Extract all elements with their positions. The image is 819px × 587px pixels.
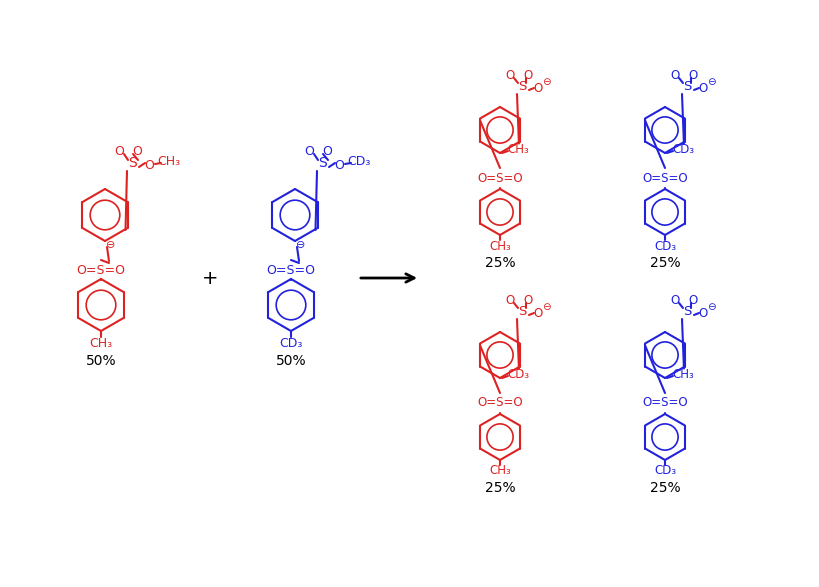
Text: O: O: [670, 294, 679, 306]
Text: O: O: [114, 144, 124, 157]
Text: O=S=O: O=S=O: [477, 396, 523, 410]
Text: O: O: [304, 144, 314, 157]
Text: CD₃: CD₃: [279, 336, 302, 349]
Text: O: O: [322, 144, 332, 157]
Text: ⊖: ⊖: [706, 302, 714, 312]
Text: CD₃: CD₃: [653, 239, 675, 252]
Text: 25%: 25%: [484, 481, 514, 495]
Text: CH₃: CH₃: [506, 143, 528, 156]
Text: O=S=O: O=S=O: [477, 171, 523, 184]
Text: ⊖: ⊖: [106, 240, 115, 250]
Text: S: S: [517, 79, 526, 93]
Text: S: S: [319, 156, 327, 170]
Text: CH₃: CH₃: [89, 336, 112, 349]
Text: O: O: [698, 82, 707, 95]
Text: CD₃: CD₃: [347, 154, 370, 167]
Text: O: O: [523, 69, 532, 82]
Text: 25%: 25%: [649, 481, 680, 495]
Text: 25%: 25%: [649, 256, 680, 270]
Text: O: O: [144, 158, 154, 171]
Text: ⊖: ⊖: [706, 77, 714, 87]
Text: +: +: [201, 268, 218, 288]
Text: CD₃: CD₃: [506, 367, 528, 380]
Text: S: S: [129, 156, 138, 170]
Text: O: O: [670, 69, 679, 82]
Text: O=S=O: O=S=O: [641, 171, 687, 184]
Text: O: O: [523, 294, 532, 306]
Text: 25%: 25%: [484, 256, 514, 270]
Text: S: S: [682, 305, 690, 318]
Text: CH₃: CH₃: [157, 154, 180, 167]
Text: O=S=O: O=S=O: [76, 264, 125, 276]
Text: O: O: [687, 69, 697, 82]
Text: O: O: [532, 82, 542, 95]
Text: 50%: 50%: [275, 354, 306, 368]
Text: O: O: [687, 294, 697, 306]
Text: O: O: [505, 69, 514, 82]
Text: CD₃: CD₃: [671, 143, 693, 156]
Text: O: O: [132, 144, 142, 157]
Text: O: O: [532, 306, 542, 319]
Text: CH₃: CH₃: [488, 464, 510, 477]
Text: ⊖: ⊖: [541, 77, 550, 87]
Text: CH₃: CH₃: [672, 367, 693, 380]
Text: O: O: [698, 306, 707, 319]
Text: O: O: [505, 294, 514, 306]
Text: S: S: [517, 305, 526, 318]
Text: ⊖: ⊖: [296, 240, 305, 250]
Text: O: O: [333, 158, 343, 171]
Text: CH₃: CH₃: [488, 239, 510, 252]
Text: CD₃: CD₃: [653, 464, 675, 477]
Text: 50%: 50%: [85, 354, 116, 368]
Text: S: S: [682, 79, 690, 93]
Text: ⊖: ⊖: [541, 302, 550, 312]
Text: O=S=O: O=S=O: [266, 264, 315, 276]
Text: O=S=O: O=S=O: [641, 396, 687, 410]
